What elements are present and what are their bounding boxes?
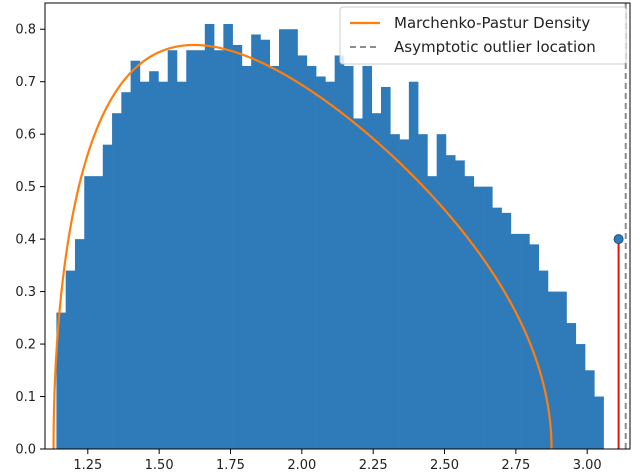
histogram-bars: [56, 23, 604, 450]
histogram-bar: [566, 323, 577, 449]
histogram-bar: [464, 176, 475, 449]
histogram-bar: [483, 186, 493, 449]
y-tick-label: 0.2: [15, 338, 36, 353]
histogram-bar: [408, 81, 419, 450]
histogram-bar: [547, 291, 558, 449]
histogram-bar: [74, 239, 85, 449]
plot-frame: [44, 2, 631, 450]
histogram-bar: [325, 81, 335, 450]
histogram-bar: [390, 134, 400, 449]
histogram-bar: [557, 291, 567, 449]
y-tick-label: 0.1: [15, 390, 36, 405]
histogram-bar: [362, 65, 373, 450]
histogram-bar: [399, 139, 410, 450]
histogram-bar: [334, 55, 345, 449]
y-tick-label: 0.6: [15, 128, 36, 143]
histogram-bar: [204, 23, 215, 450]
histogram-bar: [288, 29, 298, 450]
histogram-bar: [269, 65, 280, 450]
x-tick-label: 2.00: [287, 458, 316, 473]
histogram-bar: [306, 65, 317, 450]
x-tick-label: 2.25: [359, 458, 388, 473]
histogram-bar: [455, 160, 465, 449]
histogram-bar: [381, 86, 391, 449]
outlier-marker: [613, 234, 624, 245]
histogram-bar: [473, 186, 484, 449]
x-tick-label: 2.75: [501, 458, 530, 473]
histogram-bar: [84, 176, 94, 449]
histogram-bar: [102, 144, 113, 450]
histogram-bar: [520, 233, 530, 449]
histogram-bar: [186, 50, 196, 449]
histogram-bar: [316, 76, 326, 450]
y-tick-label: 0.7: [15, 75, 36, 90]
histogram-bar: [158, 81, 168, 450]
histogram-bar: [427, 176, 437, 449]
histogram-bar: [176, 81, 187, 450]
histogram-bar: [418, 134, 428, 449]
y-tick-label: 0.4: [15, 233, 36, 248]
histogram-bar: [149, 71, 159, 450]
histogram-bar: [343, 65, 354, 450]
histogram-bar: [214, 50, 224, 449]
histogram-bar: [501, 212, 512, 449]
y-tick-label: 0.5: [15, 180, 36, 195]
histogram-bar: [112, 113, 122, 449]
histogram-bar: [130, 60, 141, 449]
histogram-bar: [353, 118, 363, 449]
histogram-bar: [223, 23, 233, 450]
histogram-bar: [65, 270, 76, 449]
histogram-bar: [529, 244, 539, 449]
histogram-bar: [121, 92, 131, 449]
x-axis-ticks: 1.25 1.50 1.75 2.00 2.25 2.50 2.75 3.00: [73, 449, 602, 473]
histogram-bar: [594, 396, 604, 449]
histogram-bar: [297, 55, 308, 449]
x-tick-label: 3.00: [573, 458, 602, 473]
histogram-bar: [538, 270, 549, 449]
histogram-bar: [167, 50, 178, 449]
histogram-bar: [241, 65, 252, 450]
x-tick-label: 1.75: [216, 458, 245, 473]
histogram-bar: [260, 39, 271, 449]
histogram-bar: [585, 370, 595, 449]
histogram-bar: [436, 134, 447, 449]
histogram-bar: [195, 50, 206, 449]
histogram-bar: [510, 233, 521, 449]
y-tick-label: 0.3: [15, 285, 36, 300]
histogram-bar: [232, 44, 243, 449]
legend-box: [339, 6, 627, 65]
histogram-bar: [139, 81, 150, 450]
histogram-bar: [371, 113, 382, 449]
y-tick-label: 0.0: [15, 443, 36, 458]
x-tick-label: 2.50: [430, 458, 459, 473]
x-tick-label: 1.25: [73, 458, 102, 473]
y-tick-label: 0.8: [15, 23, 36, 38]
histogram-bar: [251, 34, 261, 449]
y-axis-ticks: 0.0 0.1 0.2 0.3 0.4 0.5 0.6 0.7 0.8: [15, 23, 45, 458]
histogram-bar: [93, 176, 104, 449]
histogram-bar: [492, 207, 502, 449]
histogram-bar: [56, 312, 66, 449]
legend: Marchenko-Pastur Density Asymptotic outl…: [339, 6, 627, 65]
legend-label-density: Marchenko-Pastur Density: [394, 14, 590, 32]
histogram-bar: [279, 29, 289, 450]
histogram-bar: [575, 344, 586, 449]
legend-label-asymptote: Asymptotic outlier location: [394, 38, 596, 56]
marchenko-pastur-curve: [52, 43, 553, 449]
histogram-bar: [445, 155, 456, 449]
x-tick-label: 1.50: [145, 458, 174, 473]
